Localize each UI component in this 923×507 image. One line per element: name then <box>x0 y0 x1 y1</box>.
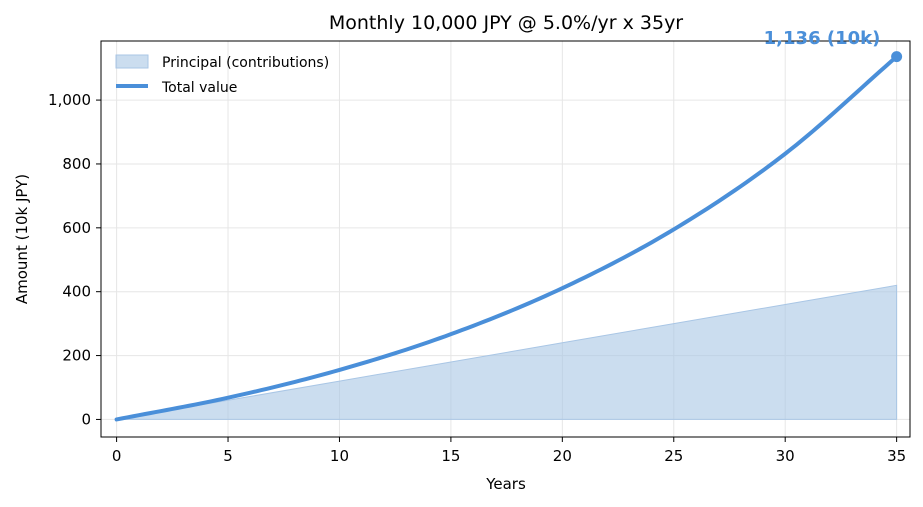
final-value-point <box>891 51 903 63</box>
principal-area-layer <box>116 284 898 420</box>
legend-principal-swatch <box>115 54 149 69</box>
y-tick-label: 800 <box>62 155 91 173</box>
final-value-annotation: 1,136 (10k) <box>764 28 881 49</box>
chart-title: Monthly 10,000 JPY @ 5.0%/yr x 35yr <box>329 12 683 34</box>
y-tick-label: 200 <box>62 347 91 365</box>
y-axis-title: Amount (10k JPY) <box>13 174 31 304</box>
y-tick-label: 400 <box>62 283 91 301</box>
x-tick-label: 10 <box>330 447 349 465</box>
legend-total-label: Total value <box>161 80 237 96</box>
total-value-line-layer <box>114 51 903 422</box>
x-tick-label: 35 <box>887 447 906 465</box>
x-tick-label: 20 <box>553 447 572 465</box>
x-axis-title: Years <box>485 475 526 493</box>
x-axis: 0 5 10 15 20 25 30 35 <box>112 437 906 465</box>
plot-frame <box>100 40 911 438</box>
y-tick-label: 600 <box>62 219 91 237</box>
x-tick-label: 30 <box>776 447 795 465</box>
x-tick-label: 5 <box>223 447 233 465</box>
legend-principal-label: Principal (contributions) <box>162 55 329 71</box>
y-axis: 0 200 400 600 800 1,000 <box>48 91 101 428</box>
legend: Principal (contributions) Total value <box>115 54 329 96</box>
y-tick-label: 0 <box>81 410 91 428</box>
y-tick-label: 1,000 <box>48 91 91 109</box>
total-value-line <box>114 54 899 422</box>
x-tick-label: 0 <box>112 447 122 465</box>
x-tick-label: 25 <box>664 447 683 465</box>
x-tick-label: 15 <box>441 447 460 465</box>
principal-area <box>116 284 898 420</box>
